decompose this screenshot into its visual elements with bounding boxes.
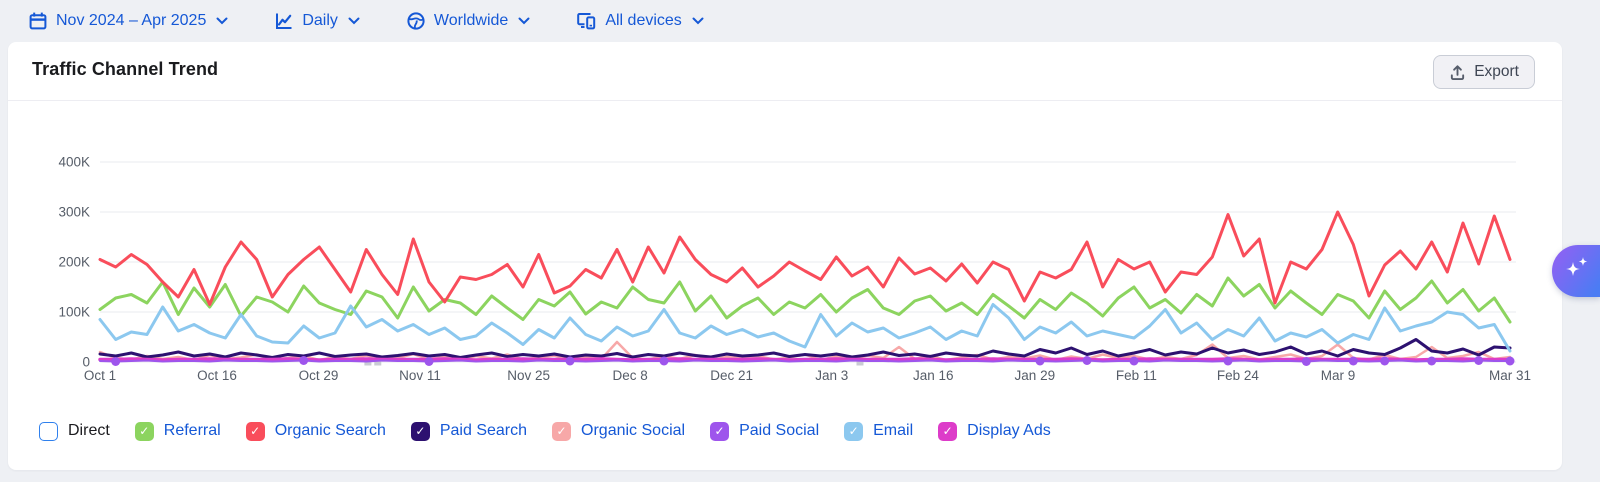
chevron-down-icon	[216, 17, 228, 25]
chevron-down-icon	[348, 17, 360, 25]
svg-text:Jan 29: Jan 29	[1015, 368, 1056, 383]
chevron-down-icon	[692, 17, 704, 25]
export-icon	[1449, 64, 1466, 81]
svg-text:Jan 3: Jan 3	[815, 368, 848, 383]
legend-label: Display Ads	[967, 422, 1051, 439]
granularity-dropdown[interactable]: Daily	[274, 11, 360, 31]
date-range-dropdown[interactable]: Nov 2024 – Apr 2025	[28, 11, 228, 31]
svg-text:Feb 24: Feb 24	[1217, 368, 1260, 383]
legend-label: Organic Search	[274, 422, 386, 439]
legend-item-organic-search[interactable]: ✓ Organic Search	[245, 421, 386, 441]
legend-item-organic-social[interactable]: ✓ Organic Social	[552, 421, 686, 441]
legend-item-display-ads[interactable]: ✓ Display Ads	[938, 421, 1051, 441]
legend-checkbox[interactable]: ✓	[710, 421, 730, 441]
devices-icon	[576, 11, 597, 31]
legend-item-direct[interactable]: Direct	[39, 421, 110, 441]
svg-text:Oct 16: Oct 16	[197, 368, 237, 383]
legend-label: Paid Social	[739, 422, 820, 439]
filter-toolbar: Nov 2024 – Apr 2025 Daily Worldwide	[0, 0, 1600, 42]
svg-text:100K: 100K	[58, 305, 90, 320]
legend-label: Referral	[163, 422, 221, 439]
legend-checkbox[interactable]: ✓	[410, 421, 430, 441]
legend-item-referral[interactable]: ✓ Referral	[134, 421, 221, 441]
chevron-down-icon	[518, 17, 530, 25]
svg-text:Mar 9: Mar 9	[1321, 368, 1356, 383]
export-label: Export	[1474, 63, 1519, 80]
svg-text:Oct 29: Oct 29	[299, 368, 339, 383]
chart-legend: Direct ✓ Referral ✓ Organic Search ✓ Pai…	[39, 417, 1051, 445]
svg-text:Nov 25: Nov 25	[507, 368, 550, 383]
legend-item-email[interactable]: ✓ Email	[844, 421, 914, 441]
svg-text:Feb 11: Feb 11	[1116, 368, 1157, 383]
legend-label: Paid Search	[439, 422, 528, 439]
devices-dropdown[interactable]: All devices	[576, 11, 704, 31]
page-title: Traffic Channel Trend	[32, 59, 219, 79]
sparkles-icon	[1562, 253, 1592, 290]
date-range-label: Nov 2024 – Apr 2025	[56, 12, 207, 29]
devices-label: All devices	[605, 12, 682, 29]
region-dropdown[interactable]: Worldwide	[406, 11, 530, 31]
legend-label: Direct	[68, 422, 110, 439]
svg-text:400K: 400K	[58, 155, 90, 170]
legend-item-paid-social[interactable]: ✓ Paid Social	[710, 421, 820, 441]
legend-checkbox[interactable]: ✓	[844, 421, 864, 441]
svg-text:0: 0	[82, 355, 90, 370]
granularity-label: Daily	[302, 12, 338, 29]
svg-text:Dec 21: Dec 21	[710, 368, 753, 383]
svg-text:Nov 11: Nov 11	[399, 368, 441, 383]
svg-text:300K: 300K	[58, 205, 90, 220]
calendar-icon	[28, 11, 48, 31]
legend-checkbox[interactable]: ✓	[245, 421, 265, 441]
legend-label: Organic Social	[581, 422, 686, 439]
traffic-channel-trend-card: Traffic Channel Trend Export 400K 300K 200…	[8, 42, 1562, 470]
svg-text:Dec 8: Dec 8	[613, 368, 648, 383]
svg-text:Jan 16: Jan 16	[913, 368, 954, 383]
region-label: Worldwide	[433, 12, 509, 29]
svg-text:Mar 31: Mar 31	[1489, 368, 1531, 383]
svg-text:Oct 1: Oct 1	[84, 368, 116, 383]
legend-item-paid-search[interactable]: ✓ Paid Search	[410, 421, 528, 441]
ai-assistant-button[interactable]	[1552, 245, 1600, 297]
legend-checkbox[interactable]	[39, 421, 58, 441]
export-button[interactable]: Export	[1433, 55, 1535, 89]
legend-label: Email	[873, 422, 914, 439]
card-header: Traffic Channel Trend Export	[8, 42, 1562, 101]
legend-checkbox[interactable]: ✓	[552, 421, 572, 441]
line-chart-icon	[274, 11, 294, 31]
svg-text:200K: 200K	[58, 255, 90, 270]
legend-checkbox[interactable]: ✓	[938, 421, 958, 441]
globe-icon	[406, 11, 426, 31]
legend-checkbox[interactable]: ✓	[134, 421, 154, 441]
